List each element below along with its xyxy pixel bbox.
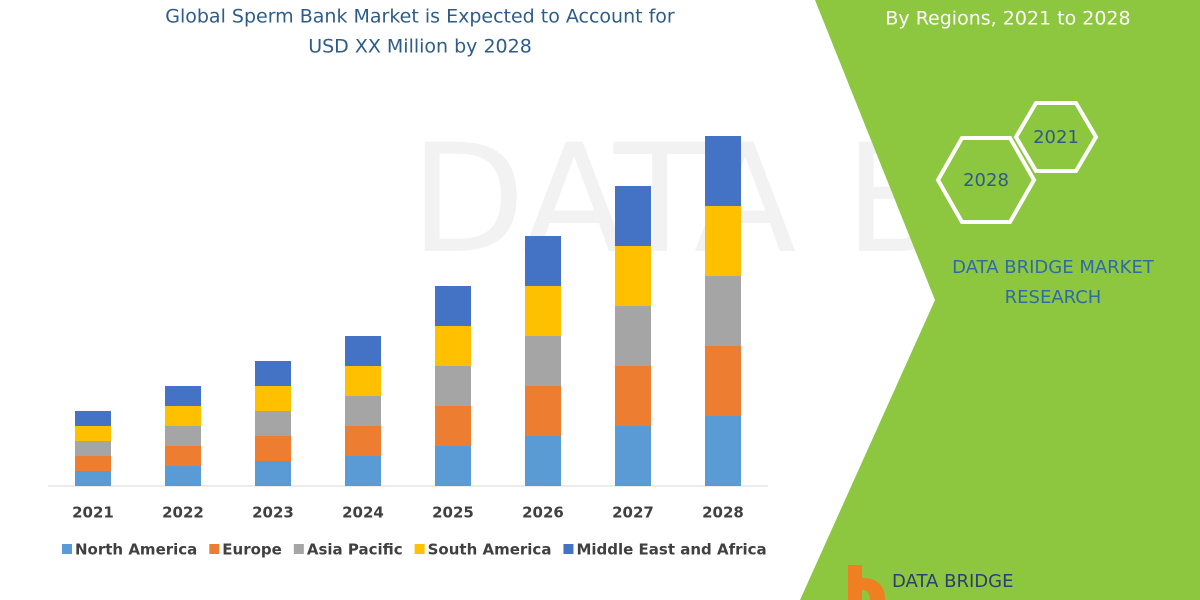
bar-segment (525, 236, 561, 286)
bar-segment (525, 386, 561, 436)
bar-segment (525, 436, 561, 486)
bar-segment (615, 186, 651, 246)
bar-segment (615, 366, 651, 426)
bar-segment (75, 471, 111, 486)
bar-segment (615, 246, 651, 306)
x-tick-label: 2025 (432, 504, 474, 522)
green-panel (800, 0, 1200, 600)
bar-segment (525, 286, 561, 336)
bar-segment (255, 436, 291, 461)
bar-segment (615, 426, 651, 486)
x-tick-label: 2027 (612, 504, 654, 522)
bar-segment (165, 386, 201, 406)
hexagon-label: 2021 (1033, 127, 1079, 148)
bar-segment (705, 206, 741, 276)
hexagon (935, 136, 1037, 224)
bar-segment (705, 276, 741, 346)
hexagon-label: 2028 (963, 170, 1009, 191)
bar-segment (615, 306, 651, 366)
bar-segment (75, 456, 111, 471)
chart-title: Global Sperm Bank Market is Expected to … (165, 6, 675, 28)
x-tick-label: 2022 (162, 504, 204, 522)
legend-swatch (563, 544, 574, 554)
bar-segment (255, 361, 291, 386)
bar-segment (345, 336, 381, 366)
logo-text: DATA BRIDGE (892, 571, 1013, 592)
brand-text: RESEARCH (1005, 287, 1102, 308)
bar-segment (345, 396, 381, 426)
bar-segment (165, 466, 201, 486)
bar-segment (75, 441, 111, 456)
hexagon (1013, 101, 1099, 173)
bar-segment (705, 346, 741, 416)
bar-segment (345, 366, 381, 396)
brand-text: DATA BRIDGE MARKET (952, 257, 1155, 278)
bar-segment (435, 406, 471, 446)
bar-segment (435, 446, 471, 486)
x-tick-label: 2024 (342, 504, 384, 522)
legend-swatch (62, 544, 72, 554)
bar-segment (435, 326, 471, 366)
x-tick-label: 2023 (252, 504, 294, 522)
legend-swatch (209, 544, 220, 554)
bar-segment (255, 461, 291, 486)
legend-label: South America (428, 541, 552, 559)
panel-subtitle: By Regions, 2021 to 2028 (885, 8, 1130, 30)
bar-segment (705, 416, 741, 486)
bar-segment (165, 446, 201, 466)
legend-swatch (414, 544, 425, 554)
bar-segment (165, 426, 201, 446)
bar-segment (345, 426, 381, 456)
bar-segment (345, 456, 381, 486)
logo-icon (848, 565, 885, 600)
bar-segment (255, 411, 291, 436)
x-tick-label: 2021 (72, 504, 114, 522)
bar-segment (705, 136, 741, 206)
bar-segment (75, 411, 111, 426)
legend-label: Middle East and Africa (576, 541, 766, 559)
bar-segment (255, 386, 291, 411)
legend-label: Asia Pacific (307, 541, 403, 559)
x-tick-label: 2028 (702, 504, 744, 522)
bar-segment (435, 286, 471, 326)
legend-swatch (293, 544, 304, 554)
x-tick-label: 2026 (522, 504, 564, 522)
bar-segment (435, 366, 471, 406)
bar-segment (525, 336, 561, 386)
legend-label: North America (75, 541, 197, 559)
chart-title: USD XX Million by 2028 (308, 36, 532, 58)
legend-label: Europe (222, 541, 282, 559)
bar-segment (165, 406, 201, 426)
bar-segment (75, 426, 111, 441)
